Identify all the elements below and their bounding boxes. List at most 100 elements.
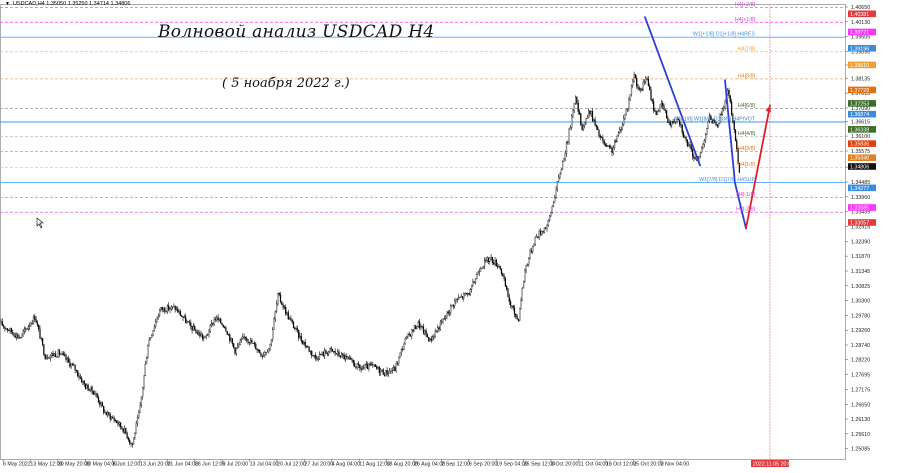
candle-body [641, 88, 643, 91]
candle-body [65, 355, 67, 360]
candle-body [19, 337, 22, 339]
candle-body [456, 299, 458, 301]
candle-body [171, 306, 174, 308]
candle-body [347, 356, 349, 359]
candle-body [177, 308, 179, 313]
candle-body [18, 337, 20, 339]
candle-body [581, 124, 583, 131]
candle-body [478, 271, 481, 273]
chart-grid [0, 4, 846, 460]
candle-body [712, 120, 715, 124]
candle-body [716, 124, 718, 127]
candle-body [223, 327, 226, 328]
candle-body [82, 380, 84, 383]
candle-body [669, 122, 672, 126]
candle-body [68, 358, 70, 362]
candle-body [728, 90, 730, 97]
candle-body [433, 336, 435, 338]
candle-body [239, 340, 241, 345]
candle-body [139, 405, 141, 413]
price-tick-label: 1.27695 [851, 373, 870, 379]
candle-body [390, 370, 392, 372]
candle-body [523, 280, 525, 289]
candle-body [36, 322, 39, 326]
candle-body [295, 328, 297, 329]
candle-body [503, 275, 505, 280]
candle-body [660, 103, 663, 105]
candle-body [340, 353, 343, 358]
candle-body [737, 148, 739, 164]
candle-body [582, 125, 585, 131]
price-tag-label: 1.34277 [850, 186, 869, 192]
candle-body [143, 375, 145, 388]
candle-body [77, 370, 79, 376]
candle-body [132, 437, 135, 445]
candle-body [634, 74, 637, 79]
candle-body [40, 338, 42, 340]
price-tag-label: 1.33585 [850, 205, 869, 211]
candle-body [131, 443, 133, 445]
candle-body [506, 285, 508, 289]
candle-body [292, 321, 295, 329]
candle-body [324, 350, 326, 356]
candle-body [454, 300, 456, 307]
candle-body [15, 334, 18, 338]
candle-body [378, 366, 380, 374]
candle-body [738, 163, 741, 173]
candle-body [214, 319, 217, 321]
symbol-header: ▼ USDCAD,H4 1.35050 1.35250 1.34714 1.348… [5, 1, 130, 7]
candle-body [227, 334, 230, 336]
candle-body [391, 370, 393, 372]
candle-body [209, 324, 211, 333]
candle-body [283, 307, 286, 309]
candle-body [714, 120, 716, 123]
candle-body [274, 310, 276, 320]
candle-body [348, 357, 351, 359]
candle-body [303, 342, 305, 345]
candle-body [430, 338, 432, 341]
candle-body [230, 338, 232, 341]
candle-body [269, 344, 271, 349]
candle-body [643, 81, 646, 83]
candle-body [78, 375, 80, 378]
price-tag [848, 110, 876, 118]
price-tick-label: 1.39605 [851, 35, 870, 41]
candle-body [736, 140, 738, 149]
level-label: H4[+1/8] [735, 17, 756, 23]
candle-body [221, 323, 223, 326]
candle-body [515, 314, 517, 317]
candle-body [623, 118, 625, 125]
candle-body [275, 303, 278, 312]
candle-body [259, 350, 261, 354]
candle-body [550, 211, 552, 217]
candle-body [162, 307, 165, 310]
candle-body [702, 144, 704, 148]
time-tick-label: 28 Jun 12:00 [195, 462, 226, 468]
candle-body [470, 285, 473, 290]
candle-body [243, 336, 245, 338]
candle-body [182, 316, 184, 318]
candle-body [194, 326, 196, 331]
candle-body [578, 111, 581, 114]
candle-body [9, 328, 11, 332]
time-tick-label: 19 Sep 04:00 [496, 462, 528, 468]
candle-body [318, 354, 321, 360]
price-tag [848, 44, 876, 52]
candle-body [520, 300, 522, 309]
candle-body [121, 426, 123, 430]
candle-body [489, 257, 491, 262]
candle-body [331, 349, 334, 352]
level-label: W1[+1/8] D1[+1/8] H4RES [693, 32, 756, 38]
candle-body [551, 206, 553, 213]
candle-body [262, 354, 265, 357]
candle-body [312, 355, 314, 356]
candle-body [689, 144, 691, 147]
candle-body [732, 115, 734, 122]
price-tick-label: 1.31870 [851, 254, 870, 260]
candle-body [58, 350, 61, 355]
candle-body [161, 307, 163, 310]
candle-body [549, 215, 551, 221]
candle-body [448, 312, 451, 314]
